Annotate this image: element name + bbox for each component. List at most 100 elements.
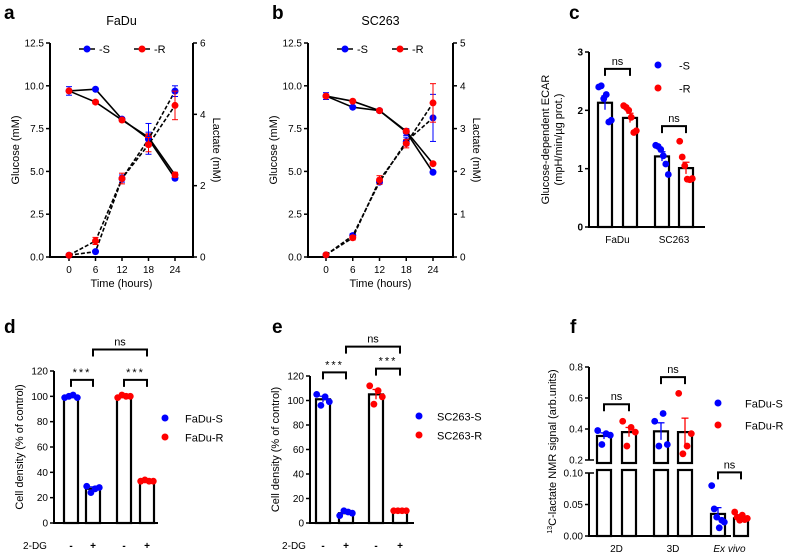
data-point [92, 237, 99, 245]
y-tick-label: 12.5 [25, 39, 45, 50]
series-line--S-lactate [325, 117, 434, 256]
panel-label-e: e [272, 317, 283, 338]
x-tick-label: 24 [169, 265, 181, 276]
data-point [675, 389, 683, 397]
y-axis-label: Glucose (mM) [10, 115, 22, 184]
panel-label-b: b [272, 3, 284, 24]
significance-bracket [603, 403, 630, 412]
legend-marker [83, 45, 91, 53]
y-axis-label-units: (mpH/min/µg prot.) [553, 94, 565, 186]
data-point [662, 160, 670, 168]
data-point [606, 431, 614, 439]
significance-bracket [123, 378, 148, 387]
data-point [602, 91, 610, 98]
legend-marker [415, 431, 423, 439]
y2-tick-label: 1 [460, 210, 466, 221]
y-tick-label: 10.0 [25, 81, 45, 92]
data-point [322, 251, 330, 259]
significance-bracket [375, 367, 401, 376]
panel-label-d: d [4, 317, 16, 338]
legend-marker [654, 61, 662, 69]
y2-tick-label: 3 [460, 124, 466, 135]
data-point [171, 171, 179, 179]
y-tick-label: 0.8 [569, 363, 583, 374]
significance-label: *** [126, 367, 145, 379]
significance-bracket [717, 471, 742, 480]
group-label: 3D [667, 544, 680, 553]
data-point [619, 417, 627, 425]
y-axis-label: Glucose-dependent ECAR [540, 75, 552, 205]
x-tick-label: 12 [116, 265, 128, 276]
data-point [349, 234, 357, 242]
panel-c: ns ns -S -R 0 1 2 3 FaDu SC263 Glucose-dependent E… [540, 48, 705, 246]
significance-bracket [660, 376, 686, 385]
legend-label: -R [679, 84, 691, 96]
data-point [73, 394, 81, 401]
data-point [681, 162, 689, 170]
data-point [325, 398, 333, 406]
data-point [402, 140, 410, 148]
legend-label: FaDu-R [745, 421, 784, 433]
x-tick-label: 12 [374, 265, 386, 276]
y-tick-label: 0.0 [30, 253, 44, 264]
x-tick-label: 18 [401, 265, 413, 276]
data-point [149, 477, 157, 485]
treatment-sign: - [122, 541, 125, 552]
y-tick-label: 2 [577, 106, 583, 117]
data-point [710, 505, 718, 513]
chart-title: FaDu [106, 14, 137, 28]
treatment-sign: + [90, 541, 96, 552]
data-point [95, 484, 103, 491]
y-tick-label: 7.5 [30, 124, 44, 135]
data-point [126, 392, 134, 400]
treatment-sign: + [144, 541, 150, 552]
significance-bracket [92, 348, 148, 357]
treatment-sign: - [321, 541, 324, 552]
data-point [376, 107, 383, 115]
treatment-sign: - [69, 541, 72, 552]
y2-tick-label: 0 [460, 253, 466, 264]
data-point [402, 127, 410, 135]
data-point [688, 175, 696, 182]
treatment-sign: + [397, 541, 403, 552]
panel-label-c: c [569, 3, 580, 24]
significance-label: ns [667, 364, 679, 376]
treatment-sign: + [343, 541, 349, 552]
y-axis-label-superscript: 13 [547, 526, 554, 534]
data-point [349, 97, 357, 105]
x-axis-label: Time (hours) [350, 278, 412, 290]
data-point [336, 512, 344, 520]
data-point [65, 251, 73, 259]
legend-marker [654, 84, 662, 92]
legend-marker [714, 421, 722, 429]
panel-label-a: a [4, 3, 15, 24]
data-point [623, 442, 631, 450]
data-point [598, 441, 606, 448]
y-tick-label: 120 [31, 367, 48, 378]
legend-marker [161, 414, 169, 422]
y-tick-label: 80 [37, 417, 49, 428]
x-tick-label: 0 [323, 265, 329, 276]
y-axis-label: Cell density (% of control) [270, 387, 282, 512]
data-point [349, 103, 357, 111]
data-point [92, 85, 99, 93]
chart-title: SC263 [361, 14, 399, 28]
data-point [607, 116, 615, 124]
series-line--R-glucose [68, 90, 176, 176]
treatment-sign: - [374, 541, 377, 552]
x-axis-label: Time (hours) [91, 278, 153, 290]
data-point [348, 509, 356, 517]
y2-tick-label: 5 [460, 39, 466, 50]
y-tick-label: 0.4 [569, 425, 583, 436]
legend-label: FaDu-S [745, 399, 783, 411]
y-tick-label: 5.0 [288, 167, 302, 178]
data-point [676, 137, 684, 145]
y-tick-label: 10.0 [283, 81, 303, 92]
y2-tick-label: 2 [460, 167, 466, 178]
legend-label: -S [99, 44, 110, 56]
data-point [65, 87, 73, 95]
y-tick-label: 40 [293, 470, 305, 481]
data-point [663, 441, 671, 448]
group-label: Ex vivo [713, 544, 746, 553]
data-point [743, 514, 751, 522]
